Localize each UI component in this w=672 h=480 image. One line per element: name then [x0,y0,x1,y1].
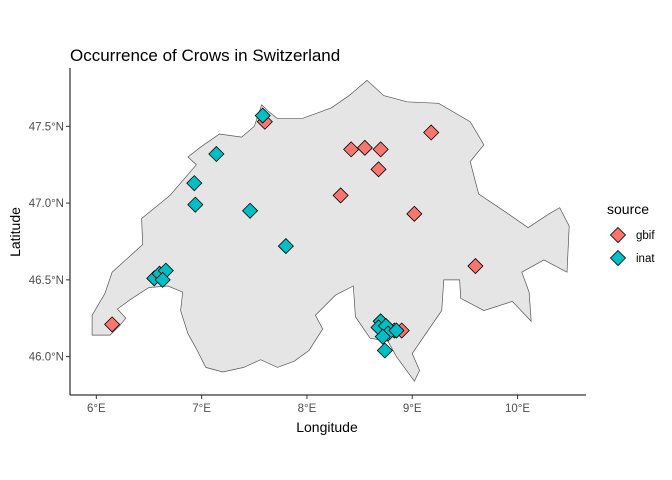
legend-label-gbif: gbif [636,230,655,242]
point-inat-2 [186,175,203,192]
point-inat-14 [388,322,405,339]
x-tick-label-1: 7°E [192,403,211,415]
switzerland-outline [91,79,570,382]
point-gbif-8 [406,205,423,222]
y-tick-label-2: 47.0°N [29,198,64,210]
y-tick-label-0: 46.0°N [29,352,64,364]
point-gbif-6 [370,161,387,178]
point-gbif-4 [356,139,373,156]
legend-key-gbif [609,226,627,244]
series-inat [146,107,405,359]
point-inat-9 [154,271,171,288]
point-inat-0 [254,107,271,124]
legend-key-inat [609,249,627,267]
x-axis-title: Longitude [296,419,358,435]
point-gbif-7 [423,124,440,141]
y-axis-title: Latitude [7,207,23,257]
x-tick-label-3: 9°E [403,403,422,415]
chart-title: Occurrence of Crows in Switzerland [70,46,340,65]
point-inat-3 [187,196,204,213]
point-inat-4 [242,202,259,219]
point-gbif-2 [332,187,349,204]
point-gbif-9 [467,257,484,275]
map-panel [91,79,570,382]
point-inat-1 [208,145,225,163]
axes: 6°E 7°E 8°E 9°E 10°E 46.0°N 46.5°N 47.0°N 47.5°N [29,68,586,415]
point-gbif-5 [372,141,389,158]
point-inat-5 [277,238,294,255]
legend-label-inat: inat [636,253,655,265]
x-tick-label-0: 6°E [87,403,106,415]
y-tick-label-3: 47.5°N [29,121,64,133]
point-inat-16 [376,342,393,359]
point-inat-15 [374,328,391,345]
point-gbif-3 [343,141,360,158]
legend-title: source [607,201,649,217]
x-tick-label-2: 8°E [298,403,317,415]
legend: source gbif inat [607,201,655,267]
y-tick-label-1: 46.5°N [29,275,64,287]
x-tick-label-4: 10°E [505,403,530,415]
point-gbif-0 [104,316,121,333]
